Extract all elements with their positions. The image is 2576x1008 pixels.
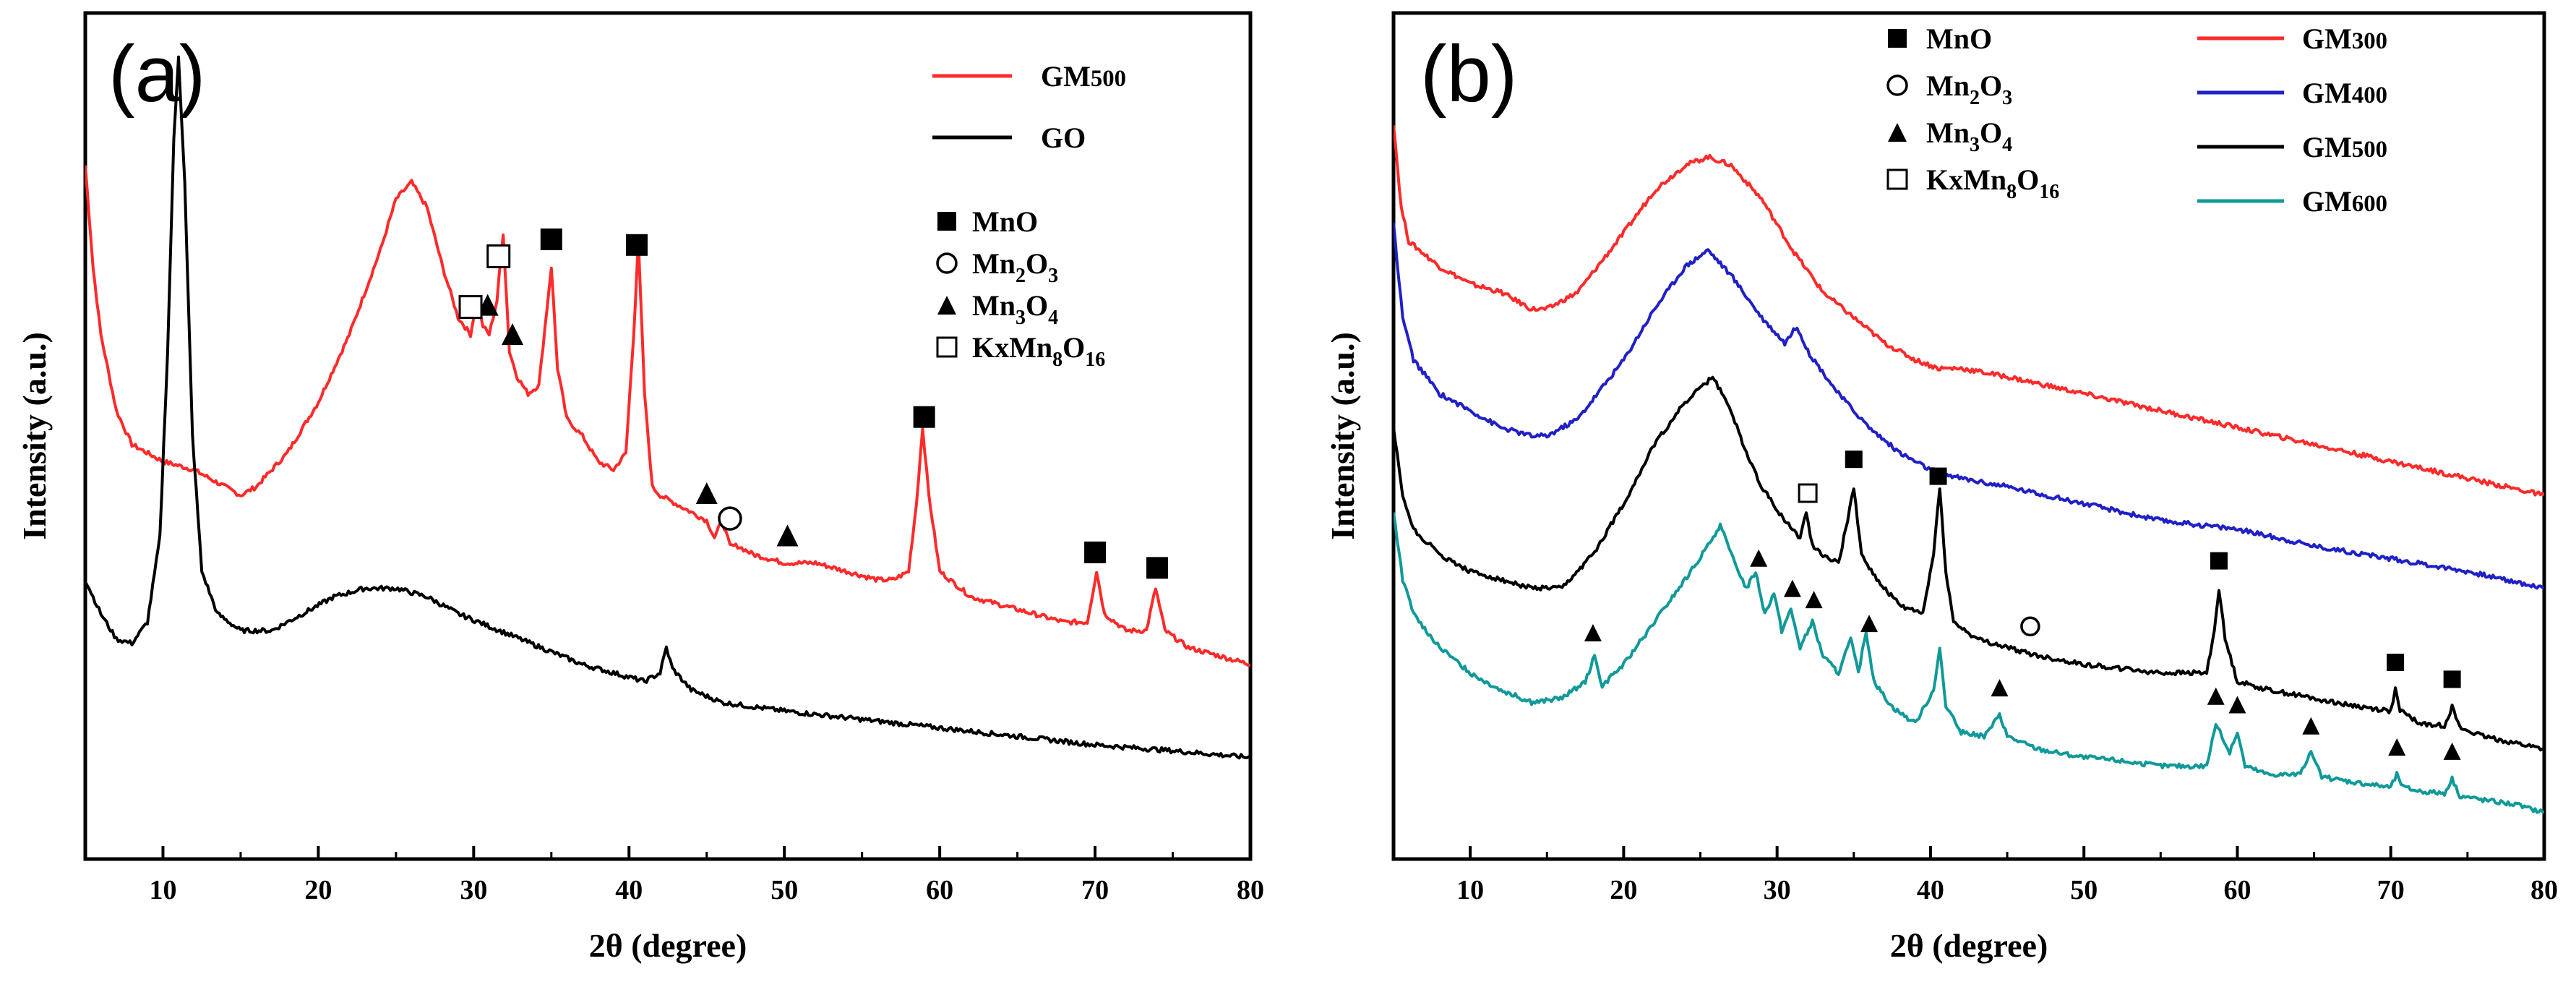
marker-kxmn8o16: [1798, 483, 1818, 503]
chart-panel-b: 10 20 30 40 50 60 70 80 2θ (degree) Intensity (a.…: [1324, 11, 2558, 964]
legend-symbol: [1888, 29, 1907, 48]
x-axis-title: 2θ (degree): [1890, 927, 2048, 964]
x-tick-label: 70: [1081, 875, 1109, 905]
marker-mn3o4: [776, 524, 799, 547]
legend-label: MnO: [1926, 22, 1992, 55]
marker-mn2o3: [2020, 616, 2040, 637]
x-axis-title: 2θ (degree): [589, 927, 747, 964]
legend-label: GM300: [2302, 22, 2387, 55]
legend-label: Mn2O3: [972, 247, 1058, 287]
marker-mno: [1146, 557, 1169, 579]
panel-label: (b): [1420, 30, 1517, 119]
marker-mn3o4: [1860, 615, 1879, 633]
x-tick-label: 40: [1917, 875, 1944, 905]
x-tick-label: 30: [1764, 875, 1791, 905]
legend-symbol: [936, 252, 958, 274]
legend-symbol: [936, 336, 958, 358]
legend-phases: MnO Mn2O3 Mn3O4 KxMn8O16: [1886, 22, 2059, 203]
plot-frame: [83, 11, 1253, 861]
series-line-go: [85, 55, 1250, 760]
marker-mn3o4: [2207, 687, 2225, 705]
x-tick-label: 80: [2530, 875, 2558, 905]
x-tick-label: 20: [1610, 875, 1637, 905]
x-tick-label: 20: [304, 875, 332, 905]
y-axis-title: Intensity (a.u.): [1324, 332, 1361, 540]
series-line-gm400: [1394, 222, 2544, 590]
marker-mno: [626, 234, 648, 256]
legend-symbol: [1888, 123, 1907, 142]
series-line-gm600: [1394, 512, 2544, 814]
x-tick-label: 70: [2377, 875, 2405, 905]
series-line-gm300: [1394, 125, 2544, 497]
legend-symbol: [1886, 168, 1908, 190]
panel-label: (a): [108, 30, 205, 119]
marker-mn3o4: [2228, 696, 2246, 714]
marker-mn3o4: [2302, 717, 2320, 735]
x-tick-label: 60: [926, 875, 953, 905]
marker-mno: [1845, 450, 1863, 469]
legend-label: KxMn8O16: [1926, 163, 2059, 203]
marker-mno: [2443, 670, 2461, 688]
marker-mn3o4: [1991, 679, 2009, 697]
legend-symbol: [937, 296, 956, 315]
marker-kxmn8o16: [486, 244, 511, 268]
marker-mno: [2210, 552, 2228, 570]
legend-label: GO: [1041, 121, 1086, 154]
x-tick-label: 60: [2223, 875, 2251, 905]
legend-label: GM600: [2302, 185, 2387, 218]
legend-label: MnO: [972, 205, 1038, 238]
legend-series: GM300 GM400 GM500 GM600: [2197, 22, 2387, 218]
legend-label: GM500: [2302, 131, 2387, 163]
x-tick-label: 10: [1456, 875, 1484, 905]
legend-symbol: [1886, 74, 1908, 96]
marker-mn3o4: [1584, 624, 1602, 642]
y-axis-title: Intensity (a.u.): [16, 332, 53, 540]
legend-label: Mn2O3: [1926, 69, 2012, 109]
marker-mn3o4: [1805, 591, 1823, 609]
marker-mn2o3: [718, 506, 742, 531]
legend-symbol: [937, 212, 956, 231]
marker-mno: [913, 406, 935, 428]
legend-series: GM500 GO: [932, 60, 1126, 154]
marker-mn3o4: [1750, 549, 1768, 567]
legend-label: Mn3O4: [1926, 116, 2012, 156]
x-tick-label: 50: [770, 875, 798, 905]
legend-label: KxMn8O16: [972, 331, 1105, 371]
marker-kxmn8o16: [458, 295, 483, 320]
marker-mn3o4: [2388, 738, 2406, 756]
chart-panel-a: 10 20 30 40 50 60 70 80 2θ (degree) Intensity (a.…: [16, 11, 1264, 964]
marker-mno: [1929, 467, 1947, 485]
marker-mno: [1084, 541, 1107, 563]
series-line-gm500: [1394, 375, 2544, 752]
legend-label: Mn3O4: [972, 289, 1058, 329]
marker-mn3o4: [1783, 579, 1801, 597]
marker-mn3o4: [2443, 742, 2461, 760]
x-tick-label: 80: [1237, 875, 1264, 905]
marker-mno: [2387, 654, 2405, 671]
x-tick-label: 10: [149, 875, 176, 905]
legend-label: GM500: [1041, 60, 1126, 93]
x-tick-label: 30: [460, 875, 487, 905]
legend-label: GM400: [2302, 77, 2387, 109]
marker-mn3o4: [695, 482, 718, 504]
marker-mno: [540, 228, 562, 250]
x-tick-label: 40: [615, 875, 643, 905]
series-line-gm500: [85, 165, 1250, 667]
x-tick-label: 50: [2070, 875, 2098, 905]
marker-mn3o4: [502, 323, 524, 346]
